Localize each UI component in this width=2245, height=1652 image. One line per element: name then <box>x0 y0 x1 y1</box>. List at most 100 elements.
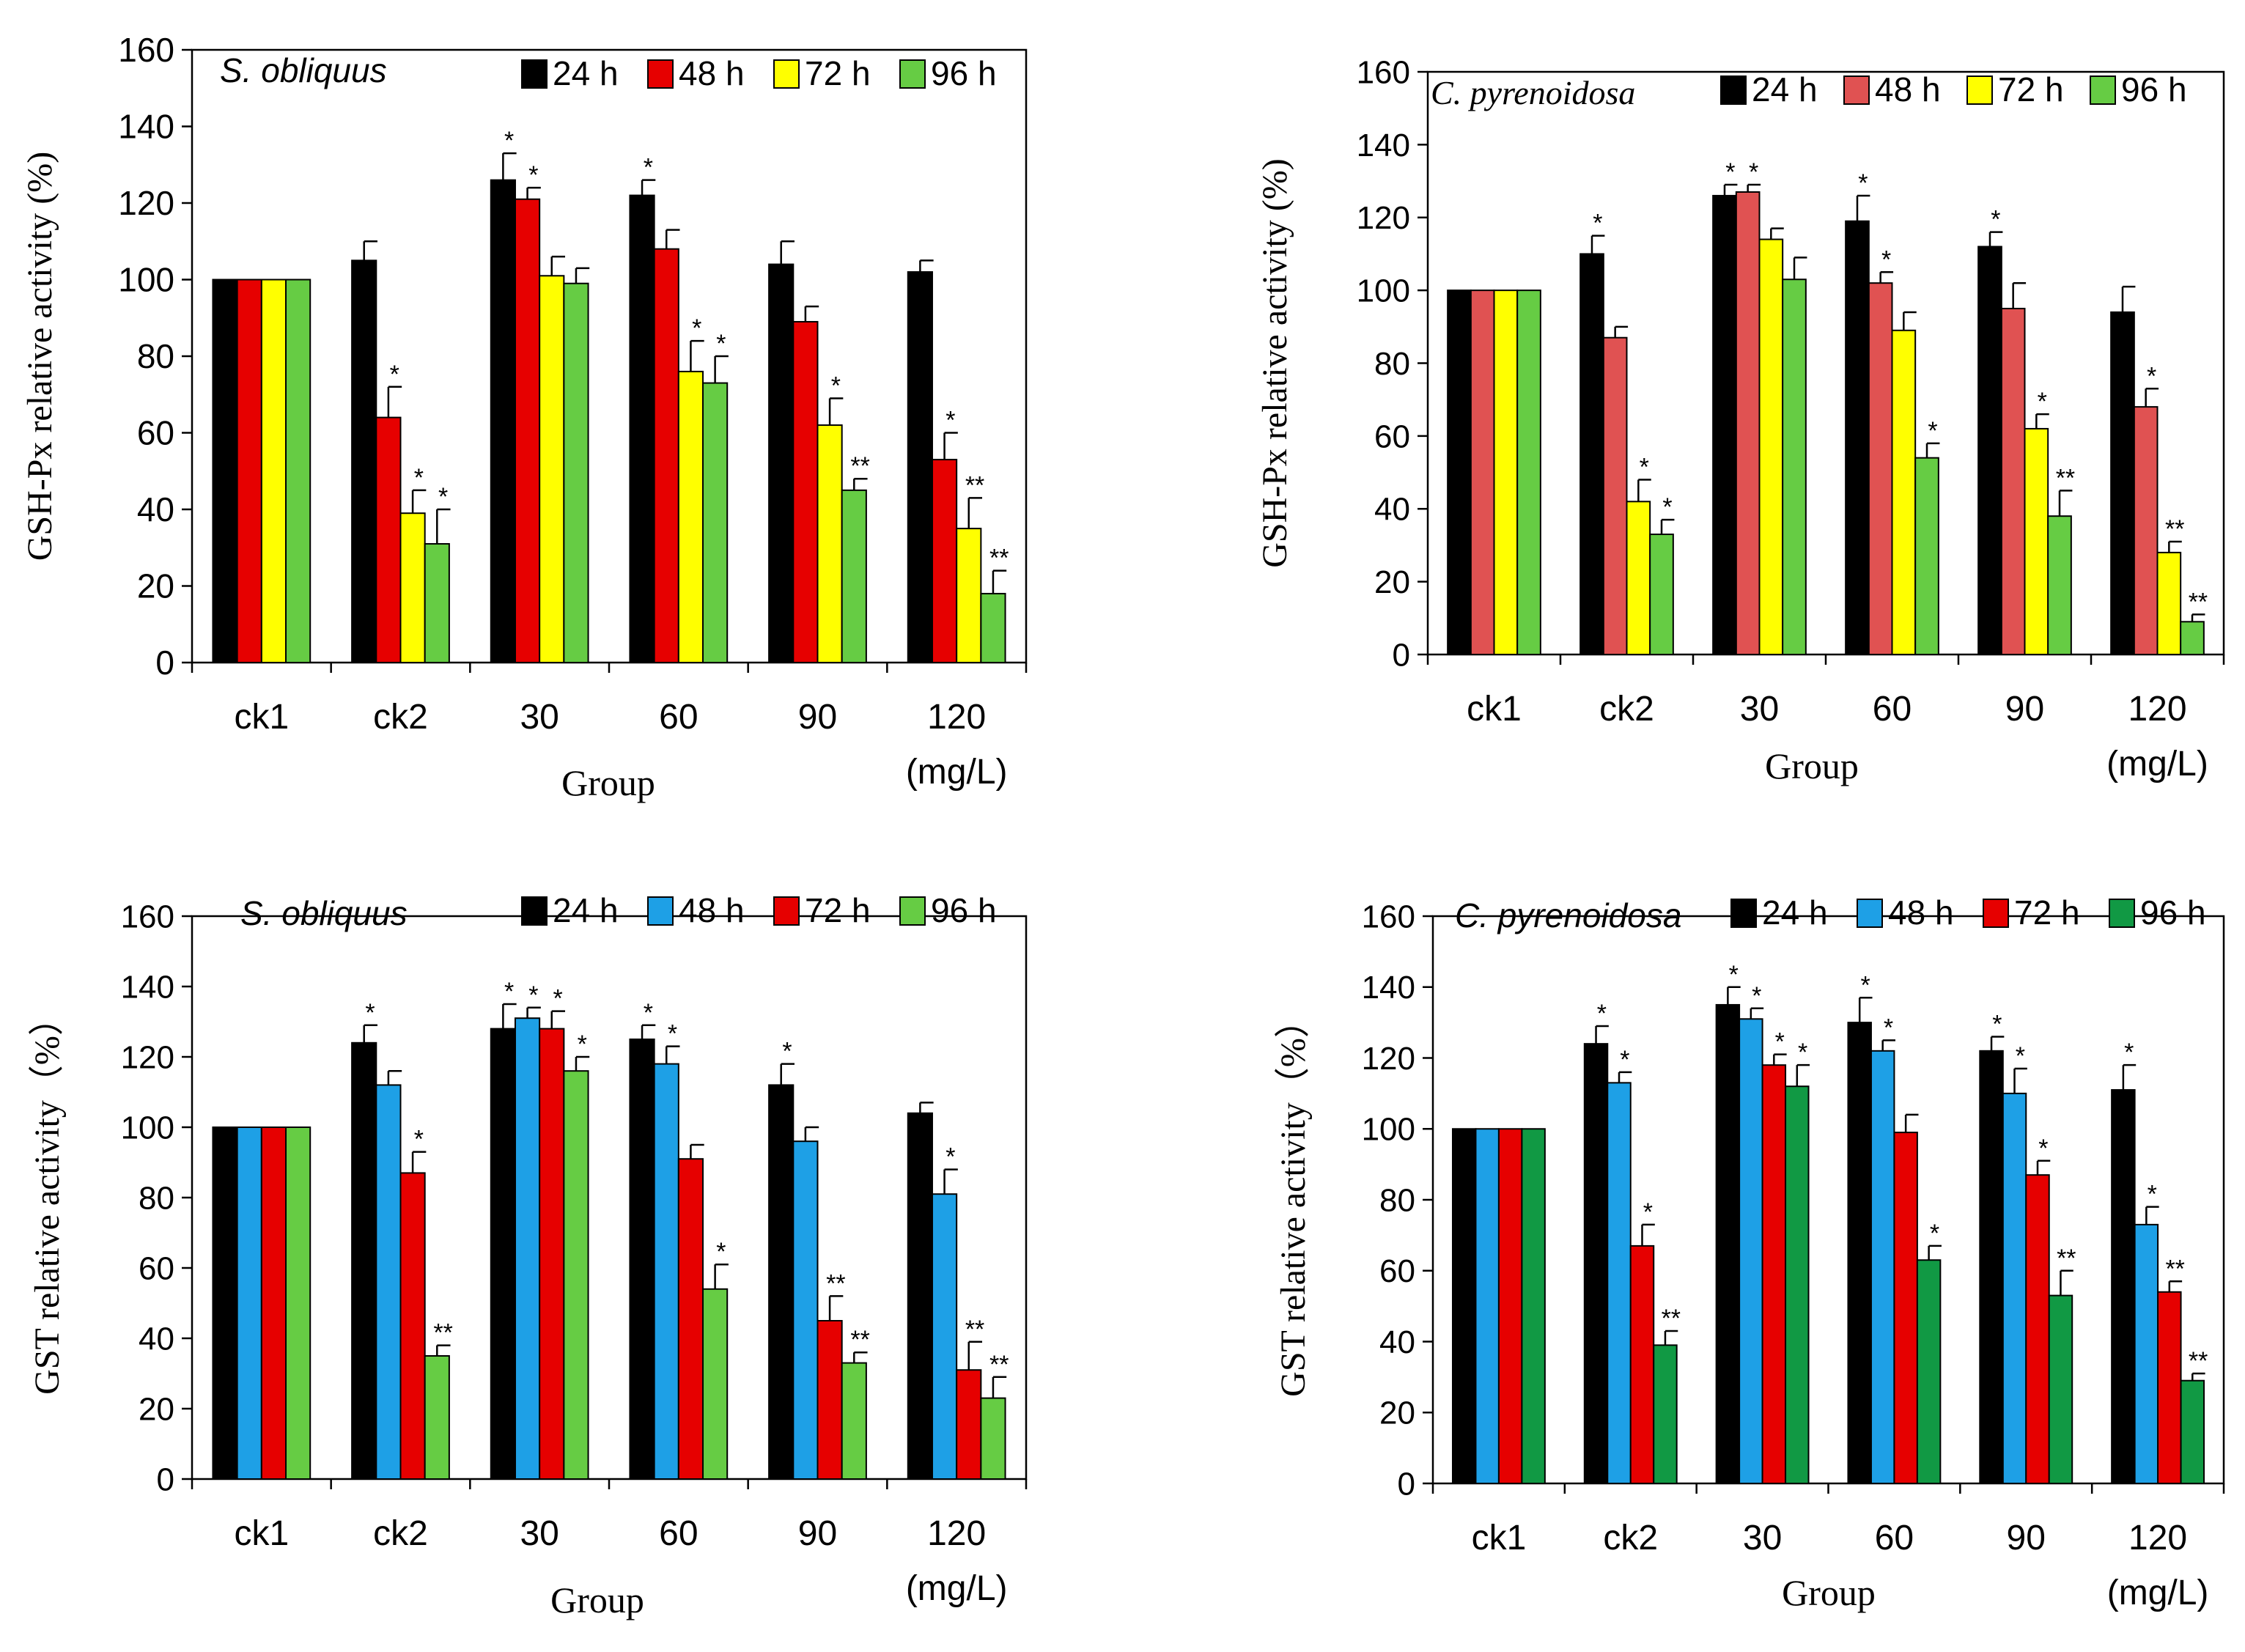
significance-mark: * <box>1620 1046 1629 1074</box>
x-category-label: 30 <box>1743 1519 1782 1557</box>
y-tick-label: 40 <box>1379 1324 1415 1360</box>
bar <box>212 279 238 663</box>
legend-label: 72 h <box>805 891 871 929</box>
significance-mark: * <box>716 1238 726 1266</box>
significance-mark: * <box>2148 1181 2157 1209</box>
bar <box>629 1039 655 1480</box>
significance-mark: * <box>1749 158 1758 186</box>
x-category-label: 120 <box>2128 690 2186 729</box>
y-tick-label: 0 <box>1393 637 1410 673</box>
significance-mark: * <box>1881 246 1891 273</box>
bar <box>629 194 655 663</box>
x-category-label: 60 <box>1875 1519 1914 1557</box>
bar <box>563 1070 589 1480</box>
bar <box>653 1063 679 1480</box>
bar <box>956 528 982 663</box>
y-tick-label: 120 <box>1357 200 1410 236</box>
y-tick-label: 80 <box>137 337 174 375</box>
legend-swatch <box>647 59 674 89</box>
y-axis-title: GSH-Px relative activity (%) <box>21 152 59 561</box>
significance-mark: * <box>2124 1039 2134 1066</box>
y-tick-label: 0 <box>155 644 174 682</box>
bar <box>1516 290 1541 655</box>
significance-mark: ** <box>2056 464 2075 492</box>
bar <box>351 1041 377 1480</box>
chart-panel-4: 0 20 40 60 80 100 120 140 160 ck1 ck2 30 60 90 120 (mg/… <box>1274 893 2225 1613</box>
unit-label: (mg/L) <box>906 753 1008 792</box>
legend: 24 h 48 h 72 h 96 h <box>1720 70 2187 108</box>
y-axis-title: GST relative activity（%） <box>1274 1003 1313 1397</box>
x-category-label: 90 <box>2005 690 2044 729</box>
bar <box>490 1028 516 1480</box>
bar <box>260 279 287 663</box>
x-axis-title: Group <box>1782 1572 1876 1613</box>
x-category-label: 90 <box>798 1514 837 1553</box>
y-tick-label: 80 <box>139 1180 174 1216</box>
significance-mark: * <box>528 981 538 1009</box>
x-category-label: 120 <box>2128 1519 2187 1557</box>
legend-swatch <box>647 896 674 926</box>
bar <box>841 489 867 663</box>
significance-mark: * <box>716 330 726 358</box>
bar <box>2002 1092 2027 1484</box>
bar <box>931 1193 958 1480</box>
bar <box>539 1028 565 1480</box>
bar <box>1785 1085 1810 1484</box>
significance-mark: * <box>1992 1010 2002 1038</box>
bar <box>1893 1132 1918 1485</box>
y-tick-label: 0 <box>1398 1466 1415 1502</box>
bar <box>1497 1128 1523 1484</box>
significance-mark: * <box>1729 961 1739 989</box>
significance-mark: * <box>438 483 448 511</box>
bar <box>514 1017 541 1480</box>
x-category-label: ck2 <box>373 698 428 737</box>
x-category-label: ck2 <box>1599 690 1654 729</box>
y-tick-label: 60 <box>137 414 174 452</box>
species-title: S. obliquus <box>220 51 387 89</box>
bar <box>702 382 729 663</box>
bar <box>2180 621 2205 655</box>
bar <box>2047 515 2072 655</box>
legend-label: 48 h <box>1888 893 1954 932</box>
bar <box>907 1112 933 1480</box>
significance-mark: ** <box>2189 1347 2208 1375</box>
legend-label: 48 h <box>679 54 745 92</box>
legend-swatch <box>1720 75 1747 105</box>
legend-label: 24 h <box>1752 70 1818 108</box>
x-category-label: 90 <box>798 698 837 737</box>
bar <box>1629 1244 1655 1484</box>
significance-mark: * <box>1662 493 1672 521</box>
bar <box>1475 1128 1500 1484</box>
y-tick-label: 120 <box>121 1039 174 1075</box>
x-category-label: ck1 <box>234 698 289 737</box>
species-title: S. obliquus <box>240 894 408 932</box>
significance-mark: ** <box>965 471 984 499</box>
significance-mark: * <box>831 372 841 399</box>
chart-panel-1: 0 20 40 60 80 100 120 140 160 ck1 ck2 30 60 90 120 (mg/… <box>21 31 1028 803</box>
legend-swatch <box>1983 899 2009 928</box>
bar <box>1579 253 1604 655</box>
x-category-label: 30 <box>520 1514 559 1553</box>
y-tick-label: 20 <box>139 1391 174 1427</box>
bar <box>907 271 933 663</box>
legend-swatch <box>521 59 548 89</box>
y-tick-label: 80 <box>1374 346 1410 382</box>
bar <box>1739 1018 1763 1484</box>
y-tick-label: 60 <box>1379 1253 1415 1289</box>
bar <box>1916 1259 1942 1485</box>
bar <box>2000 307 2026 655</box>
significance-mark: * <box>644 999 653 1027</box>
bar <box>490 179 516 663</box>
significance-mark: ** <box>433 1319 452 1347</box>
legend-swatch <box>773 896 800 926</box>
y-axis-title: GSH-Px relative activity (%) <box>1256 158 1294 568</box>
y-tick-label: 140 <box>1357 128 1410 163</box>
legend-swatch <box>1730 899 1757 928</box>
legend-swatch <box>2109 899 2135 928</box>
x-category-label: ck1 <box>234 1514 289 1553</box>
significance-mark: * <box>504 978 514 1006</box>
unit-label: (mg/L) <box>2106 745 2208 783</box>
bar <box>1447 290 1472 655</box>
bar <box>1977 246 2002 655</box>
